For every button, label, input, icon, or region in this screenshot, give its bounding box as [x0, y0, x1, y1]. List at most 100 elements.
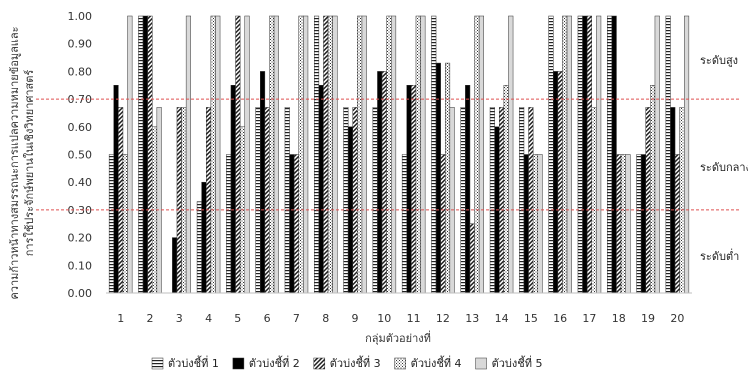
bar [449, 107, 455, 294]
x-tick-label: 18 [612, 312, 626, 325]
bar [176, 107, 182, 294]
y-tick-label: 0.10 [68, 259, 93, 272]
y-axis-title-line-1: ความก้าวหน้าทางสมรรถนะการแปลความหมายข้อม… [8, 26, 21, 299]
bar [519, 107, 525, 294]
bar [411, 85, 417, 294]
level-label-high: ระดับสูง [700, 54, 738, 67]
legend-label: ตัวบ่งชี้ที่ 5 [492, 355, 543, 370]
bar [465, 85, 471, 294]
x-tick-label: 16 [553, 312, 567, 325]
level-labels: ระดับสูง ระดับกลาง ระดับต่ำ [700, 54, 748, 263]
bar [172, 237, 178, 294]
bar [440, 154, 446, 294]
y-tick-label: 0.20 [68, 232, 93, 245]
y-axis: 0.00 0.10 0.20 0.30 0.40 0.50 0.60 0.70 0.80 0.90… [68, 10, 93, 300]
bar [665, 15, 671, 294]
bar [591, 107, 597, 294]
y-tick-label: 0.60 [68, 121, 93, 134]
x-tick-label: 9 [352, 312, 359, 325]
x-tick-label: 15 [524, 312, 538, 325]
y-tick-label: 1.00 [68, 10, 93, 23]
bar [620, 154, 626, 294]
bar [650, 85, 656, 294]
y-tick-label: 0.00 [68, 287, 93, 300]
threshold-lines [36, 98, 740, 211]
x-tick-label: 19 [641, 312, 655, 325]
bar [566, 15, 572, 294]
bar [108, 154, 115, 294]
bar [435, 62, 441, 294]
bar [478, 15, 484, 294]
bar [528, 107, 534, 294]
legend-swatch [151, 357, 164, 370]
bar [582, 15, 588, 294]
x-tick-label: 17 [582, 312, 596, 325]
legend-label: ตัวบ่งชี้ที่ 2 [249, 355, 300, 370]
bar [113, 85, 119, 294]
y-tick-label: 0.80 [68, 65, 93, 78]
level-label-mid: ระดับกลาง [700, 161, 748, 174]
bar [553, 71, 559, 294]
bar [215, 15, 221, 294]
bar [670, 107, 676, 294]
bar [674, 154, 680, 294]
x-tick-label: 13 [465, 312, 479, 325]
legend-swatch [394, 357, 406, 370]
bar [226, 154, 232, 294]
bar [303, 15, 309, 294]
bar [260, 71, 266, 294]
level-label-low: ระดับต่ำ [700, 248, 739, 263]
bar [415, 15, 421, 294]
bar [118, 107, 124, 294]
bar [289, 154, 295, 294]
x-tick-label: 5 [234, 312, 241, 325]
bar [654, 15, 660, 294]
bar [616, 154, 622, 294]
legend-label: ตัวบ่งชี้ที่ 1 [168, 355, 219, 370]
bar [503, 85, 509, 294]
bar [284, 107, 290, 294]
legend-swatch [313, 357, 326, 370]
x-tick-label: 1 [117, 312, 124, 325]
bar [230, 85, 236, 294]
bar [586, 15, 593, 294]
bar [537, 154, 543, 294]
x-tick-label: 7 [293, 312, 300, 325]
bar [244, 15, 250, 294]
legend-swatch [232, 357, 245, 370]
bar [625, 154, 631, 294]
bar [645, 107, 651, 294]
bar [562, 15, 568, 294]
bar [611, 15, 617, 294]
y-tick-label: 0.30 [68, 204, 93, 217]
y-tick-label: 0.40 [68, 176, 93, 189]
bar [255, 107, 261, 294]
bar [269, 15, 275, 294]
bar [361, 15, 367, 294]
bar [314, 15, 320, 294]
bar [420, 15, 426, 294]
bar [372, 107, 378, 294]
x-tick-label: 10 [377, 312, 391, 325]
bar [684, 15, 690, 294]
x-tick-label: 8 [322, 312, 329, 325]
bar [377, 71, 383, 294]
y-tick-label: 0.70 [68, 93, 93, 106]
bar [548, 15, 554, 294]
bar [607, 15, 613, 294]
bar [343, 107, 349, 294]
bar [235, 15, 241, 294]
bar [499, 107, 505, 294]
bar [532, 154, 539, 294]
bar [332, 15, 338, 294]
legend-label: ตัวบ่งชี้ที่ 3 [330, 355, 381, 370]
bar [127, 15, 133, 294]
bar [352, 107, 358, 294]
bar [298, 15, 304, 294]
bar [201, 181, 207, 294]
bar [381, 71, 387, 294]
bar [293, 154, 299, 294]
bar [210, 15, 216, 294]
